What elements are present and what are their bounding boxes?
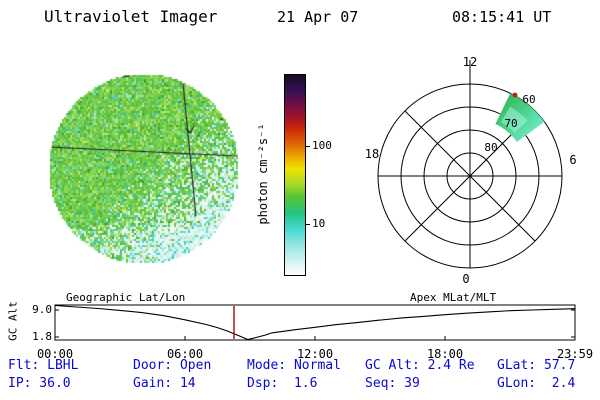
time-label: 08:15:41 UT: [452, 8, 551, 26]
polar-hour-18: 18: [365, 147, 379, 161]
status-gain: Gain: 14: [133, 376, 196, 391]
aurora-hotspot: [513, 93, 518, 98]
date-label: 21 Apr 07: [277, 8, 358, 26]
polar-hour-0: 0: [462, 272, 469, 286]
colorbar: [284, 74, 306, 276]
status-ip: IP: 36.0: [8, 376, 71, 391]
gc-alt-curve: [55, 306, 575, 340]
status-glon: GLon: 2.4: [497, 376, 575, 391]
timeseries-tickmarks: [55, 310, 575, 340]
polar-lat-70: 70: [504, 117, 517, 130]
colorbar-units-label: photon cm⁻²s⁻¹: [256, 123, 270, 224]
polar-lat-60: 60: [522, 93, 535, 106]
status-flt: Flt: LBHL: [8, 358, 78, 373]
polar-plot: 12 18 6 0 60 70 80: [358, 46, 598, 290]
colorbar-tickmark: [305, 146, 310, 147]
polar-hour-6: 6: [569, 153, 576, 167]
colorbar-tick-10: 10: [312, 217, 325, 230]
colorbar-tickmark: [305, 224, 310, 225]
status-dsp: Dsp: 1.6: [247, 376, 317, 391]
colorbar-tick-100: 100: [312, 139, 332, 152]
status-mode: Mode: Normal: [247, 358, 341, 373]
app-title: Ultraviolet Imager: [44, 7, 217, 26]
polar-hour-12: 12: [463, 55, 477, 69]
status-glat: GLat: 57.7: [497, 358, 575, 373]
polar-grid: [378, 60, 562, 268]
uv-disk-image: [46, 71, 240, 265]
status-door: Door: Open: [133, 358, 211, 373]
polar-lat-80: 80: [484, 141, 497, 154]
uvi-display: Ultraviolet Imager 21 Apr 07 08:15:41 UT…: [0, 0, 600, 400]
status-seq: Seq: 39: [365, 376, 420, 391]
timeseries-frame: [55, 305, 575, 340]
status-gc-alt: GC Alt: 2.4 Re: [365, 358, 475, 373]
gc-alt-timeseries: [0, 293, 600, 355]
